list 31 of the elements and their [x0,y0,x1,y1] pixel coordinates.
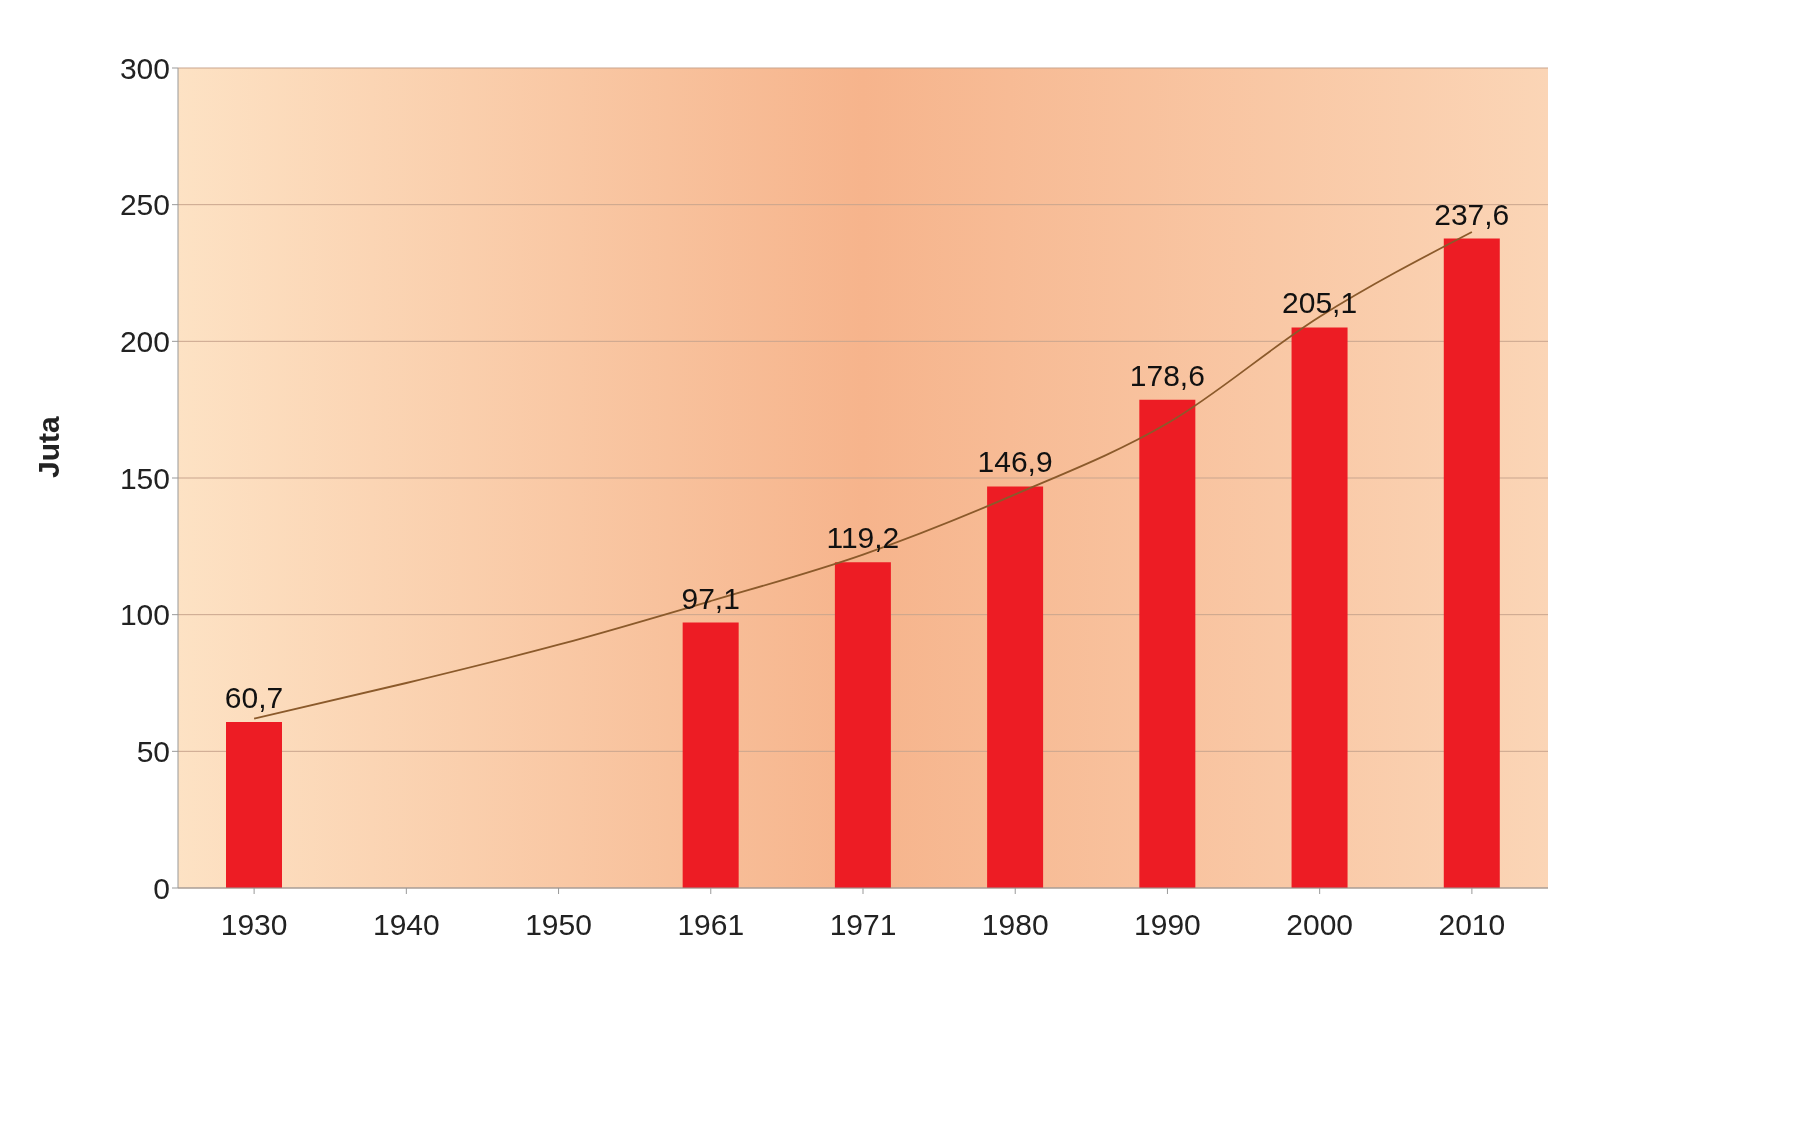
y-tick-label: 0 [153,871,170,905]
x-tick-label: 2000 [1286,908,1354,942]
y-tick-label: 250 [119,188,170,222]
data-label: 60,7 [224,681,284,715]
bar [834,562,891,888]
bar [1443,238,1500,888]
bar [1291,327,1348,888]
y-tick-label: 150 [119,461,170,495]
data-label: 178,6 [1129,358,1205,392]
y-tick-label: 300 [119,51,170,85]
x-tick-label: 1950 [525,908,592,942]
bar [1139,399,1196,888]
data-label: 146,9 [977,445,1053,479]
data-label: 97,1 [681,581,740,615]
data-label: 237,6 [1434,197,1510,231]
bar [682,622,739,888]
y-axis-title: Juta [31,416,65,478]
y-tick-label: 200 [119,324,170,358]
x-tick-label: 2010 [1438,908,1506,942]
x-tick-label: 1990 [1134,908,1201,942]
bar [987,486,1044,888]
x-tick-label: 1930 [220,908,288,942]
y-tick-label: 50 [136,734,170,768]
bar [226,722,282,888]
x-tick-label: 1961 [677,908,745,942]
x-tick-label: 1940 [372,908,440,942]
data-label: 119,2 [826,521,900,555]
y-tick-label: 100 [119,598,170,632]
data-label: 205,1 [1282,286,1358,320]
x-tick-label: 1980 [981,908,1049,942]
x-tick-label: 1971 [829,908,897,942]
